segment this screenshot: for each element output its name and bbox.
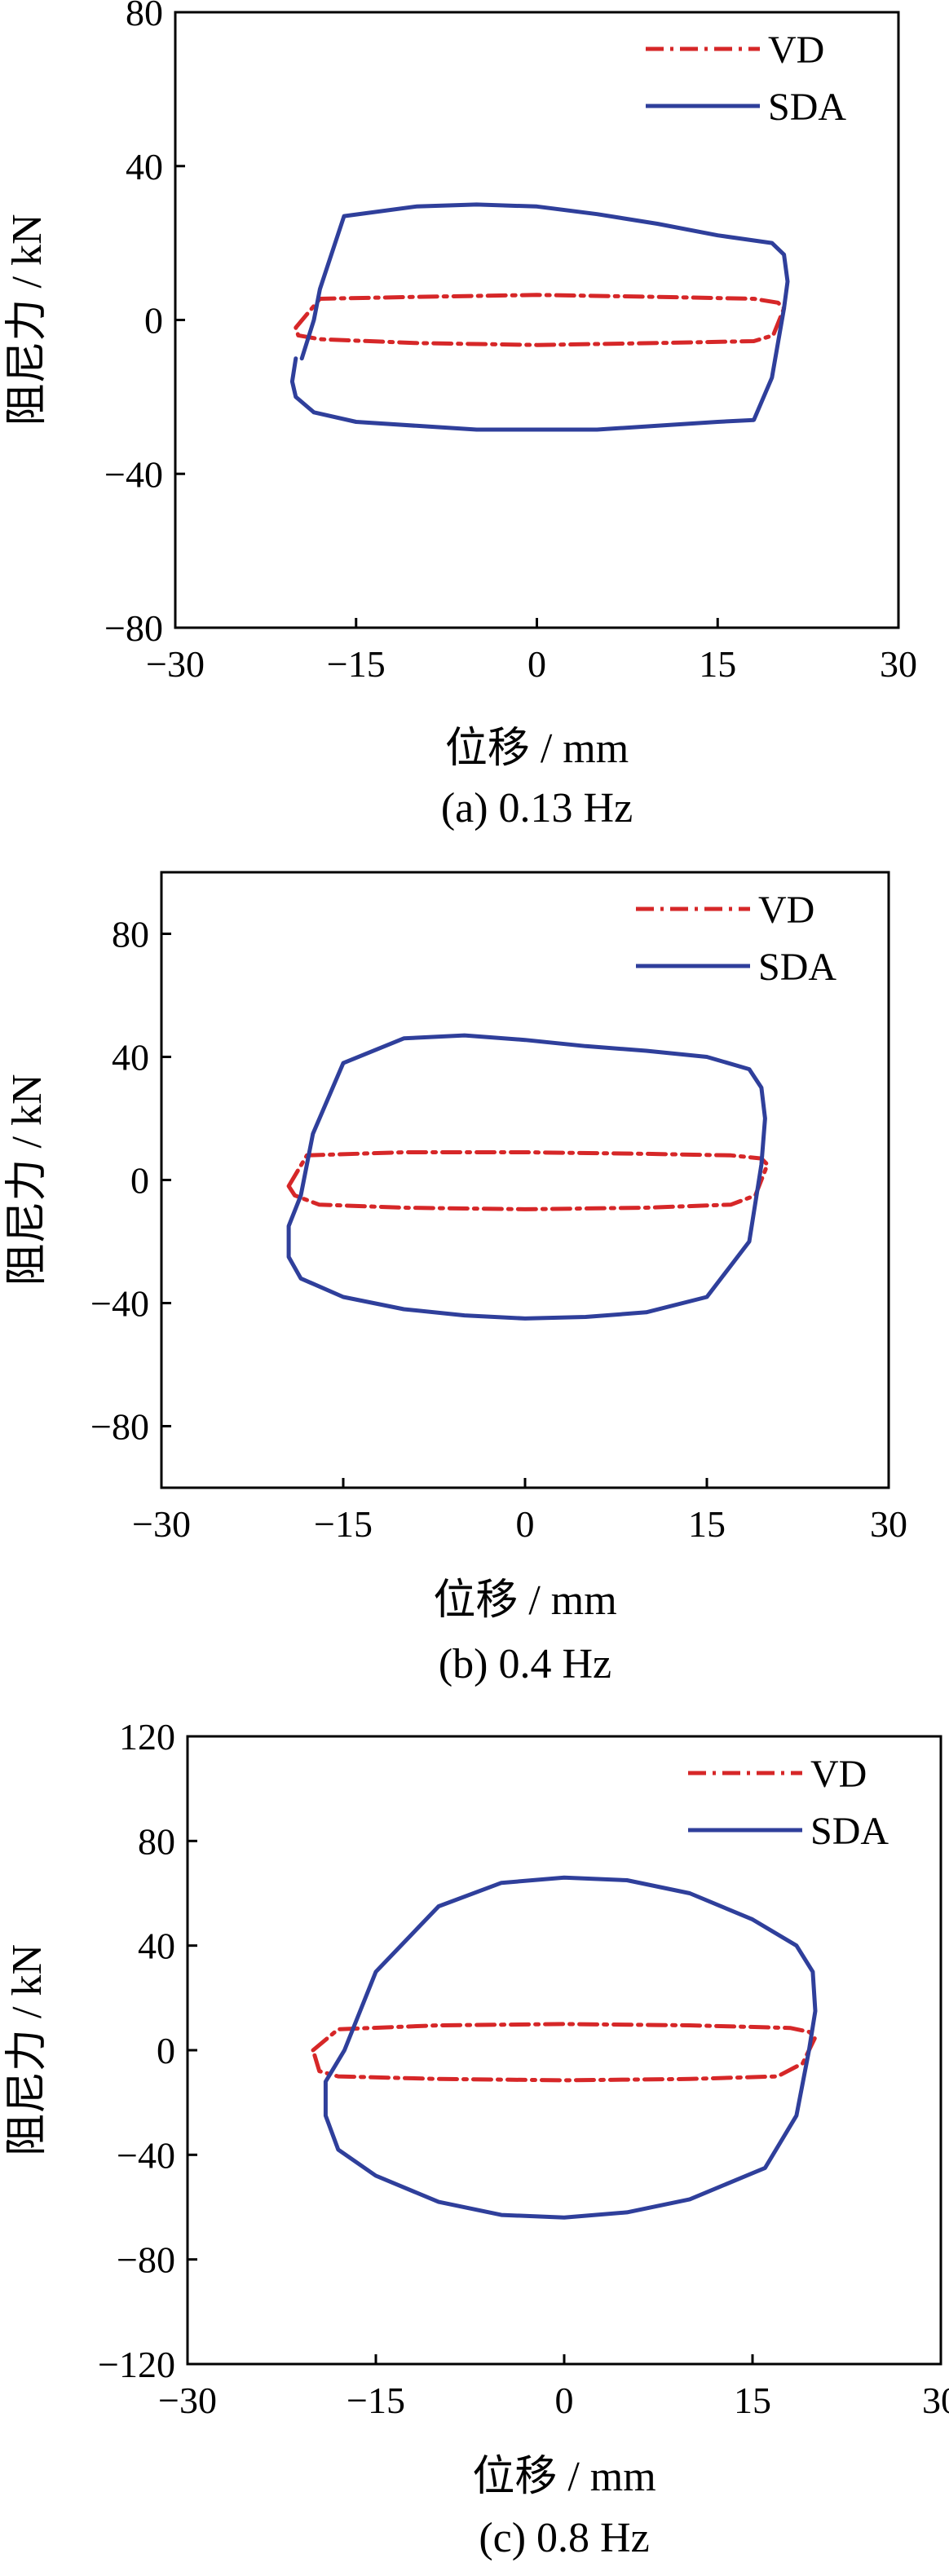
x-tick-label: 15 — [734, 2380, 771, 2421]
legend-label-sda: SDA — [758, 946, 836, 989]
series-vd-line — [286, 1150, 770, 1211]
x-tick-label: 30 — [922, 2380, 949, 2421]
y-tick-label: 80 — [126, 0, 163, 33]
legend-label-vd: VD — [810, 1753, 867, 1796]
y-axis-title: 阻尼力 / kN — [4, 1074, 51, 1286]
x-tick-label: 15 — [699, 643, 736, 685]
chart-panel-2: −30 −15 0 15 30 120 80 40 0 −40 −80 −120 VD SDA 位移 / m… — [4, 1716, 949, 2561]
x-tick-label: 30 — [880, 643, 917, 685]
y-tick-label: −80 — [117, 2239, 175, 2281]
y-tick-label: −40 — [90, 1283, 149, 1325]
y-tick-label: 40 — [112, 1037, 149, 1078]
x-tick-label: 0 — [527, 643, 546, 685]
chart-panel-0: −30 −15 0 15 30 80 40 0 −40 −80 VD SDA 位移 / mm 阻尼力 / … — [4, 0, 917, 831]
y-tick-label: −120 — [98, 2344, 175, 2385]
panel-caption: (c) 0.8 Hz — [479, 2515, 649, 2561]
panel-caption: (a) 0.13 Hz — [441, 785, 633, 831]
x-tick-label: 0 — [555, 2380, 574, 2421]
y-tick-label: −80 — [90, 1406, 149, 1448]
x-tick-label: 30 — [870, 1503, 907, 1545]
series-vd-line — [311, 2022, 818, 2083]
y-tick-label: 40 — [138, 1925, 175, 1967]
x-tick-label: −30 — [158, 2380, 217, 2421]
x-axis-title: 位移 / mm — [445, 726, 629, 772]
series-sda-line — [289, 202, 790, 432]
legend-label-vd: VD — [768, 29, 824, 72]
x-tick-label: 0 — [516, 1503, 535, 1545]
y-tick-label: 80 — [138, 1820, 175, 1862]
y-axis-title: 阻尼力 / kN — [4, 214, 51, 426]
x-axis-title: 位移 / mm — [433, 1577, 616, 1624]
legend-label-vd: VD — [758, 889, 814, 932]
series-vd-line — [294, 293, 787, 347]
y-tick-label: −40 — [104, 453, 163, 495]
series-sda-line — [286, 1033, 767, 1321]
y-tick-label: 0 — [157, 2030, 175, 2071]
legend-label-sda: SDA — [768, 86, 846, 129]
y-tick-label: −80 — [104, 607, 163, 649]
x-tick-label: −15 — [314, 1503, 373, 1545]
chart-panel-1: −30 −15 0 15 30 80 40 0 −40 −80 VD SDA 位移 / mm 阻尼力 / … — [4, 871, 907, 1687]
y-tick-label: 40 — [126, 146, 163, 187]
y-axis-title: 阻尼力 / kN — [4, 1944, 51, 2156]
x-tick-label: −30 — [132, 1503, 191, 1545]
x-axis-title: 位移 / mm — [472, 2454, 655, 2500]
x-tick-label: 15 — [688, 1503, 726, 1545]
panel-caption: (b) 0.4 Hz — [439, 1641, 611, 1687]
y-tick-label: 120 — [119, 1716, 175, 1758]
legend-label-sda: SDA — [810, 1810, 889, 1853]
y-tick-label: 0 — [144, 300, 163, 342]
y-tick-label: −40 — [117, 2134, 175, 2176]
x-tick-label: −15 — [327, 643, 386, 685]
x-tick-label: −30 — [146, 643, 205, 685]
y-tick-label: 80 — [112, 914, 149, 955]
series-sda-line — [323, 1875, 818, 2220]
x-tick-label: −15 — [346, 2380, 405, 2421]
y-tick-label: 0 — [130, 1160, 149, 1202]
